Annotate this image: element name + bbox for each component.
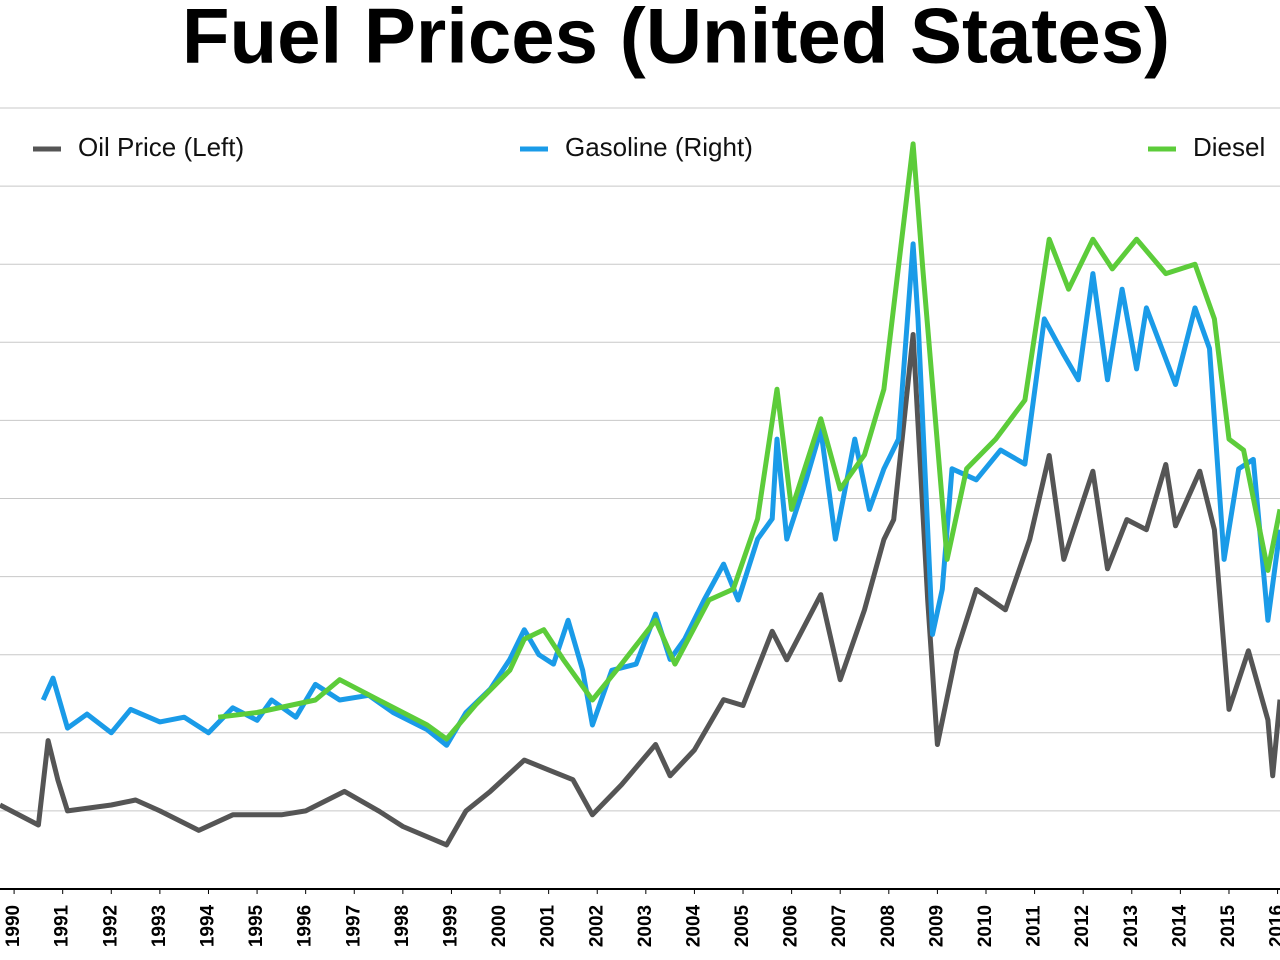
x-tick-label: 1992 — [100, 905, 121, 947]
x-tick-label: 1996 — [295, 905, 316, 947]
legend-label: Gasoline (Right) — [565, 132, 753, 162]
x-tick-label: 2008 — [878, 905, 899, 947]
x-tick-label: 2004 — [683, 904, 704, 947]
x-tick-label: 1997 — [343, 905, 364, 947]
x-tick-label: 1998 — [392, 905, 413, 947]
x-tick-label: 2013 — [1121, 905, 1142, 947]
x-tick-label: 1991 — [52, 904, 73, 947]
legend-label: Oil Price (Left) — [78, 132, 244, 162]
x-tick-label: 2006 — [781, 905, 802, 947]
series-line — [40, 241, 1280, 748]
x-tick-label: 1995 — [246, 904, 267, 947]
series-line — [217, 141, 1280, 742]
x-tick-label: 1999 — [440, 905, 461, 947]
chart-title: Fuel Prices (United States) — [182, 0, 1170, 80]
x-tick-label: 2003 — [635, 905, 656, 947]
legend-label: Diesel — [1193, 132, 1265, 162]
x-tick-label: 2001 — [538, 904, 559, 947]
x-tick-label: 1990 — [3, 905, 24, 947]
x-tick-label: 2011 — [1024, 905, 1045, 947]
x-tick-label: 2016 — [1267, 905, 1280, 947]
x-tick-label: 2000 — [489, 905, 510, 947]
x-tick-label: 2015 — [1218, 904, 1239, 947]
x-tick-label: 2002 — [586, 905, 607, 947]
x-tick-label: 2007 — [829, 905, 850, 947]
series-line — [0, 332, 1280, 848]
x-tick-label: 2012 — [1072, 905, 1093, 947]
x-tick-label: 2005 — [732, 904, 753, 947]
x-tick-label: 2014 — [1169, 904, 1190, 947]
x-tick-label: 2009 — [926, 905, 947, 947]
x-tick-label: 1993 — [149, 905, 170, 947]
x-tick-label: 2010 — [975, 905, 996, 947]
x-tick-label: 1994 — [197, 904, 218, 947]
